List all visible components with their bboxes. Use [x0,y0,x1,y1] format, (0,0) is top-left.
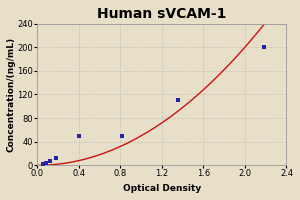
Point [76,134,81,137]
Point [40,163,45,166]
Y-axis label: Concentration/(ng/mL): Concentration/(ng/mL) [7,37,16,152]
Point [120,134,125,137]
Title: Human sVCAM-1: Human sVCAM-1 [97,7,226,21]
Point [43,161,48,165]
Point [261,46,266,49]
Point [47,160,52,163]
Point [175,99,180,102]
X-axis label: Optical Density: Optical Density [123,184,201,193]
Point [54,157,58,160]
